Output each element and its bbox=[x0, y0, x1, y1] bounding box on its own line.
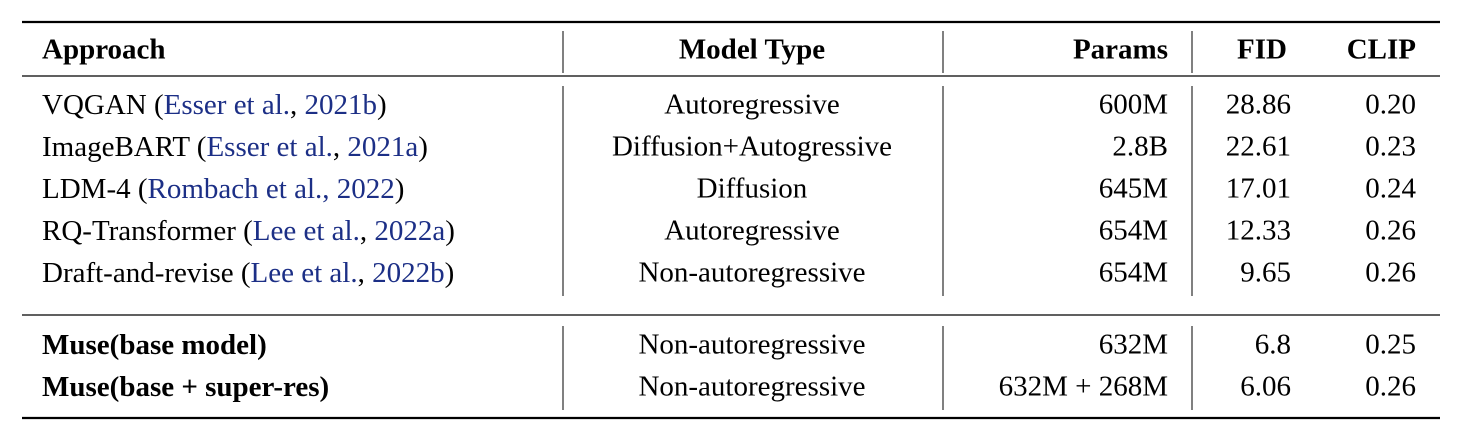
cell: 654M bbox=[1099, 215, 1168, 247]
citation[interactable]: Esser et al. bbox=[164, 89, 290, 121]
cell: 0.23 bbox=[1365, 131, 1416, 163]
approach-cell: Draft-and-revise (Lee et al., 2022b) bbox=[42, 257, 454, 289]
citation[interactable]: Lee et al. bbox=[253, 215, 360, 247]
approach-text: , bbox=[358, 257, 373, 289]
approach-text: Draft-and-revise ( bbox=[42, 257, 251, 289]
approach-cell: Muse(base model) bbox=[42, 329, 267, 361]
cell: 0.26 bbox=[1365, 257, 1416, 289]
citation[interactable]: 2022b bbox=[372, 257, 445, 289]
approach-text: Muse(base + super-res) bbox=[42, 371, 329, 403]
approach-cell: Muse(base + super-res) bbox=[42, 371, 329, 403]
approach-cell: LDM-4 (Rombach et al., 2022) bbox=[42, 173, 404, 205]
cell: 0.20 bbox=[1365, 89, 1416, 121]
cell: 645M bbox=[1099, 173, 1168, 205]
cell: 0.26 bbox=[1365, 215, 1416, 247]
approach-text: Muse(base model) bbox=[42, 329, 267, 361]
approach-text: , bbox=[333, 131, 348, 163]
cell: 9.65 bbox=[1240, 257, 1291, 289]
header-cell: Model Type bbox=[679, 34, 825, 66]
cell: 28.86 bbox=[1226, 89, 1291, 121]
citation[interactable]: Rombach et al., 2022 bbox=[148, 173, 395, 205]
cell: Autoregressive bbox=[664, 89, 840, 121]
header-cell: FID bbox=[1237, 34, 1287, 66]
citation[interactable]: 2021a bbox=[347, 131, 418, 163]
approach-text: ) bbox=[377, 89, 387, 121]
approach-cell: ImageBART (Esser et al., 2021a) bbox=[42, 131, 428, 163]
cell: Non-autoregressive bbox=[638, 257, 865, 289]
approach-text: LDM-4 ( bbox=[42, 173, 148, 205]
cell: 6.8 bbox=[1255, 329, 1291, 361]
cell: Diffusion+Autogressive bbox=[612, 131, 892, 163]
cell: Autoregressive bbox=[664, 215, 840, 247]
approach-text: RQ-Transformer ( bbox=[42, 215, 253, 247]
citation[interactable]: Lee et al. bbox=[251, 257, 358, 289]
header-cell: Approach bbox=[42, 34, 166, 66]
approach-text: ImageBART ( bbox=[42, 131, 206, 163]
header-cell: CLIP bbox=[1347, 34, 1416, 66]
cell: Diffusion bbox=[697, 173, 808, 205]
approach-cell: VQGAN (Esser et al., 2021b) bbox=[42, 89, 387, 121]
citation[interactable]: 2022a bbox=[374, 215, 445, 247]
cell: 17.01 bbox=[1226, 173, 1291, 205]
citation[interactable]: 2021b bbox=[305, 89, 378, 121]
approach-text: , bbox=[290, 89, 305, 121]
approach-text: ) bbox=[445, 257, 455, 289]
cell: 0.25 bbox=[1365, 329, 1416, 361]
citation[interactable]: Esser et al. bbox=[206, 131, 332, 163]
cell: 22.61 bbox=[1226, 131, 1291, 163]
cell: 0.26 bbox=[1365, 371, 1416, 403]
header-cell: Params bbox=[1073, 34, 1168, 66]
cell: 632M bbox=[1099, 329, 1168, 361]
approach-text: ) bbox=[445, 215, 455, 247]
approach-text: ) bbox=[395, 173, 405, 205]
cell: 6.06 bbox=[1240, 371, 1291, 403]
cell: 632M + 268M bbox=[999, 371, 1168, 403]
cell: 12.33 bbox=[1226, 215, 1291, 247]
cell: 2.8B bbox=[1112, 131, 1168, 163]
cell: Non-autoregressive bbox=[638, 371, 865, 403]
approach-text: , bbox=[360, 215, 375, 247]
approach-cell: RQ-Transformer (Lee et al., 2022a) bbox=[42, 215, 455, 247]
cell: 600M bbox=[1099, 89, 1168, 121]
cell: 0.24 bbox=[1365, 173, 1416, 205]
approach-text: VQGAN ( bbox=[42, 89, 164, 121]
cell: 654M bbox=[1099, 257, 1168, 289]
cell: Non-autoregressive bbox=[638, 329, 865, 361]
approach-text: ) bbox=[418, 131, 428, 163]
